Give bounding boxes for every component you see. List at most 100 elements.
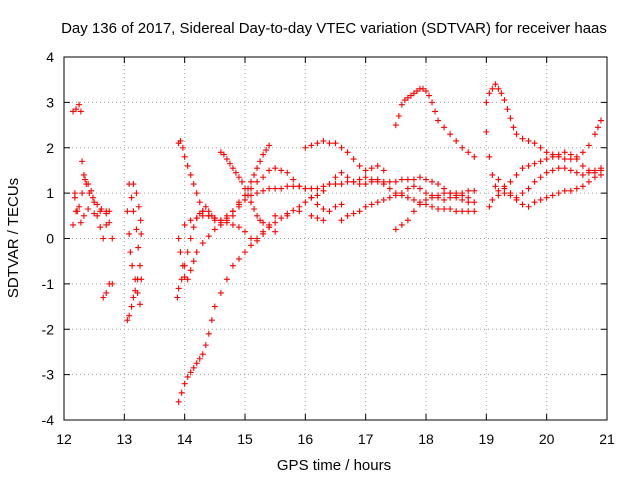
data-point	[510, 124, 517, 131]
data-point	[254, 212, 261, 219]
data-point	[320, 206, 327, 213]
data-point	[126, 230, 133, 237]
data-point	[266, 142, 273, 149]
data-point	[410, 183, 417, 190]
data-point	[254, 165, 261, 172]
data-point	[368, 165, 375, 172]
data-point	[579, 183, 586, 190]
data-point	[124, 208, 131, 215]
data-point	[100, 294, 107, 301]
data-point	[89, 194, 96, 201]
data-point	[263, 147, 270, 154]
data-point	[585, 178, 592, 185]
data-point	[82, 176, 89, 183]
data-point	[308, 142, 315, 149]
data-point	[465, 149, 472, 156]
data-point	[350, 210, 357, 217]
data-point	[181, 262, 188, 269]
data-point	[196, 210, 203, 217]
data-point	[507, 115, 514, 122]
data-point	[199, 240, 206, 247]
y-tick-label: 0	[46, 231, 54, 247]
data-point	[284, 210, 291, 217]
data-point	[314, 215, 321, 222]
data-point	[248, 178, 255, 185]
data-point	[453, 190, 460, 197]
data-point	[187, 235, 194, 242]
data-point	[284, 169, 291, 176]
data-point	[184, 373, 191, 380]
data-point	[549, 167, 556, 174]
data-marks	[70, 81, 604, 405]
data-point	[549, 192, 556, 199]
data-point	[254, 178, 261, 185]
data-point	[525, 137, 532, 144]
data-point	[471, 153, 478, 160]
data-point	[86, 190, 93, 197]
series-arc-s	[392, 85, 478, 160]
grid-lines	[64, 57, 607, 420]
data-point	[504, 106, 511, 113]
x-axis-label: GPS time / hours	[277, 457, 391, 474]
data-point	[272, 165, 279, 172]
data-point	[242, 249, 248, 256]
data-point	[193, 215, 200, 222]
data-point	[465, 194, 472, 201]
data-point	[177, 249, 184, 256]
data-point	[83, 181, 90, 188]
data-point	[193, 190, 200, 197]
data-point	[129, 262, 136, 269]
x-tick-label: 18	[418, 431, 434, 447]
data-point	[290, 176, 297, 183]
series-arc-n	[217, 149, 279, 235]
data-point	[507, 178, 514, 185]
data-point	[302, 199, 309, 206]
data-point	[314, 185, 321, 192]
data-point	[350, 178, 357, 185]
data-point	[525, 185, 532, 192]
data-point	[100, 235, 107, 242]
data-point	[501, 97, 508, 104]
data-point	[395, 112, 402, 119]
data-point	[426, 92, 433, 99]
data-point	[492, 183, 499, 190]
data-point	[561, 187, 568, 194]
data-point	[398, 176, 405, 183]
data-point	[127, 249, 134, 256]
data-point	[555, 151, 562, 158]
data-point	[404, 217, 411, 224]
data-point	[248, 185, 255, 192]
data-point	[76, 101, 83, 108]
data-point	[242, 228, 248, 235]
data-point	[232, 169, 239, 176]
data-point	[175, 398, 182, 405]
data-point	[380, 196, 387, 203]
data-point	[483, 128, 490, 135]
data-point	[492, 81, 499, 88]
data-point	[573, 156, 580, 163]
data-point	[519, 201, 526, 208]
series-arc-v	[486, 149, 604, 210]
data-point	[137, 262, 144, 269]
series-arc-a	[70, 101, 84, 115]
data-point	[429, 99, 436, 106]
data-point	[229, 208, 236, 215]
data-point	[386, 185, 393, 192]
series-arc-h	[126, 181, 145, 283]
data-point	[471, 187, 478, 194]
data-point	[302, 144, 309, 151]
data-point	[91, 210, 98, 217]
data-point	[205, 330, 212, 337]
data-point	[401, 97, 408, 104]
data-point	[76, 203, 83, 210]
data-point	[413, 88, 420, 95]
data-point	[223, 156, 230, 163]
data-point	[416, 185, 423, 192]
data-point	[543, 156, 550, 163]
data-point	[266, 167, 273, 174]
data-point	[137, 301, 144, 308]
data-point	[350, 156, 357, 163]
data-point	[513, 131, 520, 138]
data-point	[190, 258, 197, 265]
